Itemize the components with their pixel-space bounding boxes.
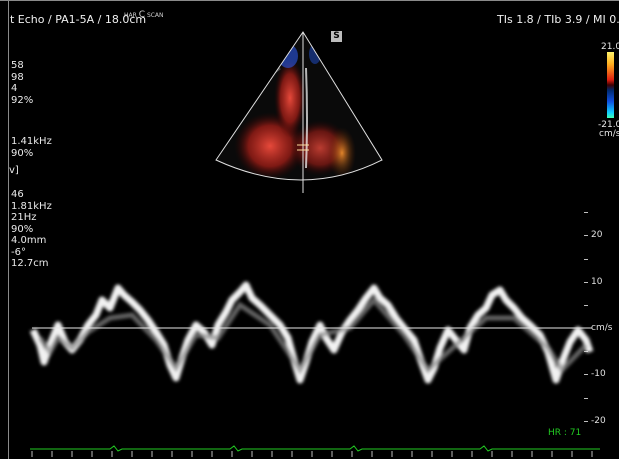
- param-value: 21Hz: [11, 212, 37, 223]
- status-icons: HAR C SCAN: [124, 10, 164, 20]
- sector-outline: [215, 31, 383, 181]
- axis-tick: [584, 421, 588, 422]
- axis-label-neg10: -10: [591, 369, 606, 379]
- time-ticks: [31, 451, 593, 457]
- param-value: 46: [11, 189, 24, 200]
- params-color: 1.41kHz 90%: [11, 136, 52, 159]
- param-value: 12.7cm: [11, 258, 49, 269]
- har-icon: HAR: [124, 12, 137, 19]
- axis-tick: [584, 351, 588, 352]
- axis-tick: [584, 398, 588, 399]
- frame-left-border: [8, 0, 9, 459]
- params-2d: 58 98 4 92%: [11, 60, 33, 106]
- param-value: 90%: [11, 147, 34, 159]
- axis-label-10: 10: [591, 277, 603, 287]
- param-value: 98: [11, 71, 24, 83]
- frame-top-border: [0, 0, 619, 1]
- param-value: 58: [11, 60, 24, 71]
- exam-title: t Echo / PA1-5A / 18.0cm: [10, 13, 147, 26]
- echo-sector-image: [215, 31, 383, 193]
- safety-indices: TIs 1.8 / TIb 3.9 / MI 0.58: [497, 13, 619, 26]
- axis-label-neg20: -20: [591, 416, 606, 426]
- color-scale-unit: cm/s: [599, 129, 619, 139]
- probe-icon: C: [138, 10, 146, 20]
- heart-rate: HR : 71: [548, 428, 582, 438]
- sample-volume-gate[interactable]: [297, 144, 309, 151]
- spectral-doppler-trace: [29, 281, 594, 384]
- param-value: 90%: [11, 223, 34, 235]
- param-value: 4.0mm: [11, 235, 47, 246]
- axis-tick: [584, 305, 588, 306]
- baseline-unit: cm/s: [591, 323, 613, 333]
- param-value: 92%: [11, 94, 34, 106]
- axis-tick: [584, 282, 588, 283]
- pw-bracket: v]: [9, 165, 19, 176]
- param-value: -6°: [11, 246, 26, 258]
- axis-tick: [584, 259, 588, 260]
- param-value: 1.81kHz: [11, 200, 52, 212]
- color-scale-min: -21.0: [598, 120, 619, 130]
- ecg-trace: [30, 445, 600, 457]
- param-value: 4: [11, 83, 18, 94]
- axis-tick: [584, 374, 588, 375]
- param-value: 1.41kHz: [11, 136, 52, 147]
- sector-marker-s: S: [331, 31, 342, 42]
- params-pw: 46 1.81kHz 21Hz 90% 4.0mm -6° 12.7cm: [11, 189, 52, 270]
- axis-tick: [584, 235, 588, 236]
- axis-tick: [584, 212, 588, 213]
- axis-label-20: 20: [591, 230, 603, 240]
- doppler-spectrum: [29, 281, 594, 384]
- color-scale-max: 21.0: [601, 42, 619, 52]
- sector-tissue: [216, 32, 382, 180]
- color-scale-bar: [607, 52, 614, 118]
- scan-icon: SCAN: [146, 12, 164, 19]
